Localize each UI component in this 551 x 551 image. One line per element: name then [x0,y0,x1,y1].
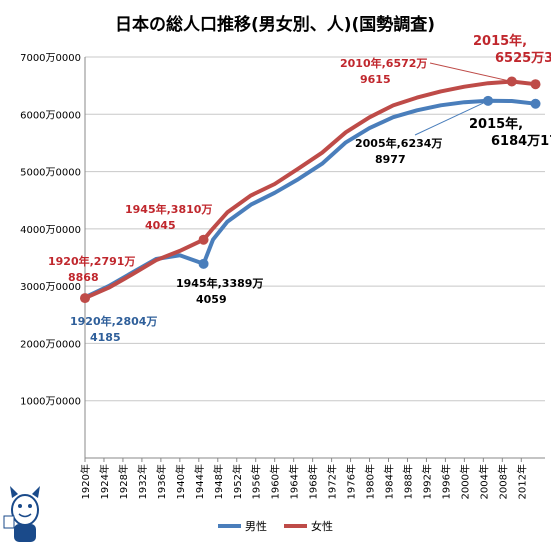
x-tick-label: 2004年 [477,464,490,499]
annotation-value: 4045 [145,219,176,232]
x-tick-label: 1928年 [117,464,130,499]
x-tick-label: 1956年 [250,464,263,499]
legend-label-female: 女性 [311,519,333,533]
x-tick-label: 1936年 [155,464,168,499]
x-tick-label: 1920年 [79,464,92,499]
x-tick-label: 2012年 [515,464,528,499]
annotation-label: 1945年,3810万 [125,202,212,216]
annotation-label: 2015年, [469,116,523,132]
legend-label-male: 男性 [245,519,267,533]
y-axis-ticks: 1000万0000 2000万0000 3000万0000 4000万0000 5000… [20,53,81,408]
x-tick-label: 2008年 [496,464,509,499]
x-tick-label: 1932年 [136,464,149,499]
female-series-line [83,79,538,301]
annotation-label: 1920年,2804万 [70,314,157,328]
gridlines [85,56,545,402]
annotation-value: 6184万1738 [491,134,551,149]
annotation-leaders [414,62,512,136]
annotation-value: 4185 [90,331,121,344]
leader-line [414,100,489,136]
data-annotations: 1920年,2791万 8868 1945年,3810万 4045 2010年,6572… [48,33,551,344]
x-tick-label: 1972年 [326,464,339,499]
x-tick-label: 1996年 [439,464,452,499]
x-tick-label: 1948年 [212,464,225,499]
x-tick-label: 1968年 [307,464,320,499]
y-tick-label: 1000万0000 [20,397,81,408]
male-point-marker [198,258,209,269]
leader-line [429,62,512,82]
x-tick-label: 1940年 [174,464,187,499]
annotation-label: 1920年,2791万 [48,254,135,268]
legend: 男性 女性 [218,519,333,533]
x-tick-label: 2000年 [458,464,471,499]
annotation-label: 2010年,6572万 [340,56,427,70]
x-tick-label: 1960年 [269,464,282,499]
annotation-value: 8868 [68,271,99,284]
x-tick-label: 1924年 [98,464,111,499]
x-tick-label: 1976年 [345,464,358,499]
female-point-marker [80,293,90,304]
x-tick-label: 1944年 [193,464,206,499]
annotation-value: 4059 [196,293,227,306]
x-tick-label: 1964年 [288,464,301,499]
female-point-marker [530,79,541,90]
series-lines [80,76,541,304]
y-tick-label: 5000万0000 [20,168,81,179]
annotation-value: 9615 [360,73,391,86]
mascot-logo-icon [3,486,40,542]
annotation-value: 6525万3007 [495,51,551,66]
chart-title: 日本の総人口推移(男女別、人)(国勢調査) [115,14,435,35]
annotation-label: 2005年,6234万 [355,136,442,150]
y-tick-label: 3000万0000 [20,282,81,293]
x-tick-label: 1988年 [401,464,414,499]
annotation-value: 8977 [375,153,406,166]
x-tick-label: 1992年 [420,464,433,499]
x-tick-label: 1952年 [231,464,244,499]
male-point-marker [530,98,541,109]
y-tick-label: 2000万0000 [20,339,81,350]
x-tick-label: 1980年 [364,464,377,499]
y-tick-label: 4000万0000 [20,225,81,236]
female-point-marker [198,234,209,245]
male-series-line [83,98,538,300]
y-tick-label: 7000万0000 [20,53,81,64]
x-tick-label: 1984年 [383,464,396,499]
annotation-label: 2015年, [473,33,527,49]
annotation-label: 1945年,3389万 [176,276,263,290]
x-axis-ticks: 1920年 1924年 1928年 1932年 1936年 1940年 1944年 1948年… [79,458,528,499]
y-tick-label: 6000万0000 [20,110,81,121]
